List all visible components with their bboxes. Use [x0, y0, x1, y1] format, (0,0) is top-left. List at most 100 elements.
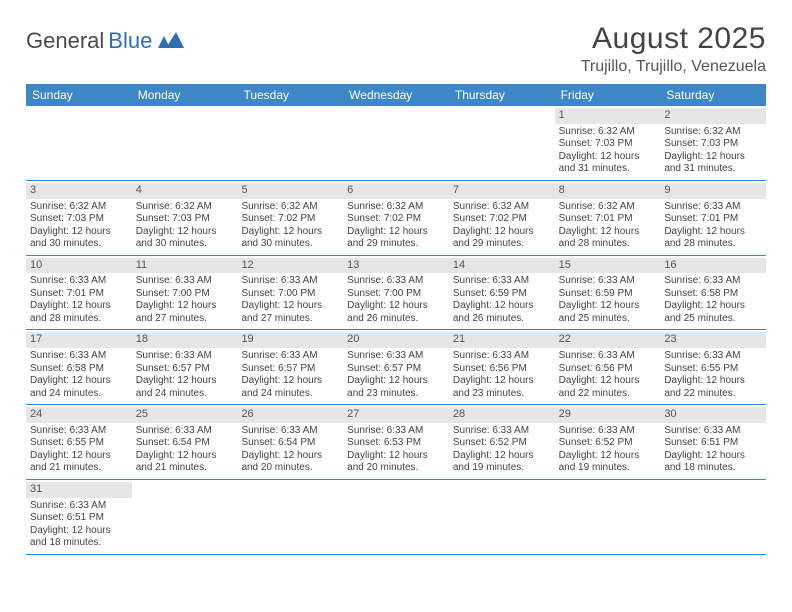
daylight-line-1: Daylight: 12 hours [136, 300, 234, 313]
day-number: 23 [660, 332, 766, 348]
day-header: Tuesday [237, 84, 343, 106]
sunrise-line: Sunrise: 6:33 AM [347, 425, 445, 438]
day-number: 26 [237, 407, 343, 423]
empty-cell [660, 480, 766, 554]
daylight-line-1: Daylight: 12 hours [664, 151, 762, 164]
day-header-row: SundayMondayTuesdayWednesdayThursdayFrid… [26, 84, 766, 106]
sunrise-line: Sunrise: 6:33 AM [664, 201, 762, 214]
day-cell: 29Sunrise: 6:33 AMSunset: 6:52 PMDayligh… [555, 405, 661, 479]
day-cell: 23Sunrise: 6:33 AMSunset: 6:55 PMDayligh… [660, 330, 766, 404]
empty-cell [237, 480, 343, 554]
day-number: 2 [660, 108, 766, 124]
sunset-line: Sunset: 6:55 PM [30, 437, 128, 450]
sunset-line: Sunset: 7:03 PM [559, 138, 657, 151]
sunset-line: Sunset: 6:52 PM [453, 437, 551, 450]
day-cell: 9Sunrise: 6:33 AMSunset: 7:01 PMDaylight… [660, 181, 766, 255]
day-number: 25 [132, 407, 238, 423]
daylight-line-2: and 25 minutes. [664, 313, 762, 326]
sunset-line: Sunset: 6:54 PM [241, 437, 339, 450]
daylight-line-2: and 25 minutes. [559, 313, 657, 326]
sunset-line: Sunset: 6:52 PM [559, 437, 657, 450]
day-cell: 16Sunrise: 6:33 AMSunset: 6:58 PMDayligh… [660, 256, 766, 330]
sunrise-line: Sunrise: 6:33 AM [30, 350, 128, 363]
day-cell: 26Sunrise: 6:33 AMSunset: 6:54 PMDayligh… [237, 405, 343, 479]
empty-cell [343, 106, 449, 180]
title-block: August 2025 Trujillo, Trujillo, Venezuel… [581, 22, 766, 76]
day-number: 12 [237, 258, 343, 274]
week-row: 3 Sunrise: 6:32 AM Sunset: 7:03 PM Daylight… [26, 181, 766, 256]
sunset-line: Sunset: 6:59 PM [559, 288, 657, 301]
sunrise-line: Sunrise: 6:33 AM [136, 425, 234, 438]
sunrise-line: Sunrise: 6:33 AM [347, 350, 445, 363]
empty-cell [132, 106, 238, 180]
daylight-line-1: Daylight: 12 hours [30, 300, 128, 313]
daylight-line-2: and 26 minutes. [347, 313, 445, 326]
daylight-line-2: and 21 minutes. [30, 462, 128, 475]
sunrise-line: Sunrise: 6:33 AM [559, 425, 657, 438]
empty-cell [343, 480, 449, 554]
day-cell: 12Sunrise: 6:33 AMSunset: 7:00 PMDayligh… [237, 256, 343, 330]
daylight-line-1: Daylight: 12 hours [241, 226, 339, 239]
daylight-line-2: and 23 minutes. [347, 388, 445, 401]
daylight-line-2: and 19 minutes. [559, 462, 657, 475]
sunset-line: Sunset: 6:57 PM [136, 363, 234, 376]
day-number: 5 [237, 183, 343, 199]
sunset-line: Sunset: 7:02 PM [347, 213, 445, 226]
empty-cell [132, 480, 238, 554]
sunrise-line: Sunrise: 6:32 AM [559, 201, 657, 214]
daylight-line-1: Daylight: 12 hours [30, 450, 128, 463]
sunrise-line: Sunrise: 6:33 AM [241, 275, 339, 288]
day-number: 16 [660, 258, 766, 274]
sunset-line: Sunset: 6:51 PM [30, 512, 128, 525]
daylight-line-2: and 29 minutes. [453, 238, 551, 251]
day-cell: 6Sunrise: 6:32 AMSunset: 7:02 PMDaylight… [343, 181, 449, 255]
sunset-line: Sunset: 6:58 PM [30, 363, 128, 376]
daylight-line-1: Daylight: 12 hours [559, 151, 657, 164]
empty-cell [449, 480, 555, 554]
sunset-line: Sunset: 6:54 PM [136, 437, 234, 450]
daylight-line-2: and 29 minutes. [347, 238, 445, 251]
sunset-line: Sunset: 6:57 PM [347, 363, 445, 376]
daylight-line-1: Daylight: 12 hours [347, 226, 445, 239]
daylight-line-2: and 24 minutes. [30, 388, 128, 401]
daylight-line-1: Daylight: 12 hours [241, 375, 339, 388]
empty-cell [237, 106, 343, 180]
calendar-page: GeneralBlue August 2025 Trujillo, Trujil… [0, 0, 792, 577]
day-number: 3 [26, 183, 132, 199]
daylight-line-2: and 27 minutes. [136, 313, 234, 326]
sunset-line: Sunset: 6:55 PM [664, 363, 762, 376]
day-cell: 3Sunrise: 6:32 AMSunset: 7:03 PMDaylight… [26, 181, 132, 255]
sunset-line: Sunset: 7:00 PM [347, 288, 445, 301]
daylight-line-2: and 18 minutes. [664, 462, 762, 475]
daylight-line-2: and 24 minutes. [241, 388, 339, 401]
logo-text-1: General [26, 28, 104, 54]
sunset-line: Sunset: 7:03 PM [30, 213, 128, 226]
daylight-line-2: and 28 minutes. [559, 238, 657, 251]
daylight-line-2: and 31 minutes. [559, 163, 657, 176]
day-number: 7 [449, 183, 555, 199]
sunrise-line: Sunrise: 6:33 AM [559, 275, 657, 288]
sunrise-line: Sunrise: 6:32 AM [241, 201, 339, 214]
sunrise-line: Sunrise: 6:33 AM [30, 425, 128, 438]
daylight-line-2: and 30 minutes. [136, 238, 234, 251]
daylight-line-2: and 19 minutes. [453, 462, 551, 475]
sunrise-line: Sunrise: 6:33 AM [241, 350, 339, 363]
daylight-line-1: Daylight: 12 hours [453, 450, 551, 463]
day-header: Monday [132, 84, 238, 106]
sunrise-line: Sunrise: 6:32 AM [136, 201, 234, 214]
sunrise-line: Sunrise: 6:33 AM [30, 500, 128, 513]
sunset-line: Sunset: 7:01 PM [559, 213, 657, 226]
day-cell: 13Sunrise: 6:33 AMSunset: 7:00 PMDayligh… [343, 256, 449, 330]
day-cell: 10Sunrise: 6:33 AMSunset: 7:01 PMDayligh… [26, 256, 132, 330]
day-cell: 19Sunrise: 6:33 AMSunset: 6:57 PMDayligh… [237, 330, 343, 404]
sunrise-line: Sunrise: 6:32 AM [559, 126, 657, 139]
sunrise-line: Sunrise: 6:33 AM [136, 275, 234, 288]
day-cell: 28Sunrise: 6:33 AMSunset: 6:52 PMDayligh… [449, 405, 555, 479]
day-number: 28 [449, 407, 555, 423]
week-row: 1Sunrise: 6:32 AMSunset: 7:03 PMDaylight… [26, 106, 766, 181]
day-cell: 22Sunrise: 6:33 AMSunset: 6:56 PMDayligh… [555, 330, 661, 404]
daylight-line-1: Daylight: 12 hours [559, 375, 657, 388]
daylight-line-1: Daylight: 12 hours [453, 300, 551, 313]
sunrise-line: Sunrise: 6:33 AM [453, 350, 551, 363]
daylight-line-2: and 28 minutes. [30, 313, 128, 326]
